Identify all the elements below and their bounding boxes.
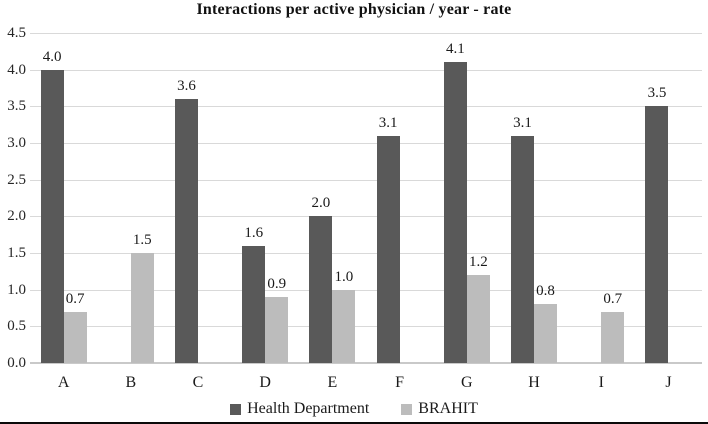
x-tick-label: A: [57, 374, 70, 391]
gridline: [30, 33, 702, 34]
x-tick-label: C: [192, 374, 204, 391]
value-label-brahit: 0.9: [267, 276, 287, 292]
y-axis-labels: 4.5 4.0 3.5 3.0 2.5 2.0 1.5 1.0 0.5 0.0: [0, 0, 26, 422]
legend-label-health-department: Health Department: [247, 400, 370, 417]
bar-brahit: [63, 311, 87, 363]
category-column-d: 1.6 0.9 D: [232, 33, 299, 391]
category-column-j: 3.5 J: [635, 33, 702, 391]
x-tick-label: H: [528, 374, 540, 391]
x-tick-label: E: [327, 374, 338, 391]
gridline: [30, 143, 702, 144]
category-column-g: 4.1 1.2 G: [433, 33, 500, 391]
y-tick-label: 3.5: [7, 98, 26, 115]
legend-item-health-department: Health Department: [230, 400, 369, 418]
value-label-health-department: 3.1: [378, 114, 398, 131]
gridline: [30, 179, 702, 181]
gridline: [30, 216, 702, 218]
y-tick-label: 0.5: [7, 318, 26, 335]
bar-brahit: [265, 297, 289, 363]
legend-swatch-health-department: [230, 403, 242, 415]
bar-brahit: [332, 289, 356, 363]
y-tick-label: 4.5: [7, 25, 26, 41]
y-tick-label: 2.0: [7, 208, 26, 225]
legend-label-brahit: BRAHIT: [418, 400, 478, 417]
y-tick-label: 3.0: [7, 135, 26, 151]
bar-brahit: [130, 253, 154, 363]
legend-item-brahit: BRAHIT: [401, 400, 478, 418]
bar-brahit: [534, 304, 558, 363]
bar-brahit: [466, 275, 490, 363]
x-tick-label: G: [461, 374, 473, 391]
y-tick-label: 0.0: [7, 355, 26, 371]
gridline: [30, 253, 702, 254]
value-label-health-department: 2.0: [311, 195, 331, 212]
bar-health-department: [511, 135, 535, 363]
value-label-health-department: 3.1: [513, 114, 532, 131]
x-tick-label: F: [395, 374, 405, 391]
plot-columns: 4.0 0.7 A 1.5 B 3.6 C 1.6 0.9 D 2.0 1.0 E 3.1 F 4.1 1.2 G…: [30, 33, 702, 391]
category-column-b: 1.5 B: [97, 33, 164, 391]
legend: Health Department BRAHIT: [0, 400, 708, 418]
category-column-f: 3.1 F: [366, 33, 433, 391]
chart-title: Interactions per active physician / year…: [196, 1, 512, 18]
bar-health-department: [40, 69, 64, 363]
y-tick-label: 4.0: [7, 61, 26, 78]
value-label-brahit: 0.8: [536, 283, 555, 300]
bar-health-department: [242, 245, 266, 363]
gridline: [30, 106, 702, 108]
bar-health-department: [443, 62, 467, 363]
value-label-brahit: 1.2: [468, 254, 488, 270]
x-tick-label: J: [665, 374, 672, 391]
gridline: [30, 326, 702, 328]
bar-health-department: [309, 216, 333, 363]
value-label-brahit: 0.7: [603, 290, 623, 307]
x-tick-label: B: [125, 374, 137, 391]
category-column-e: 2.0 1.0 E: [299, 33, 366, 391]
bar-health-department: [645, 106, 669, 363]
value-label-health-department: 1.6: [244, 224, 264, 241]
category-column-h: 3.1 0.8 H: [500, 33, 567, 391]
legend-swatch-brahit: [401, 403, 413, 415]
bar-health-department: [175, 99, 198, 363]
bar-health-department: [376, 135, 400, 363]
value-label-brahit: 1.5: [132, 232, 152, 248]
value-label-health-department: 4.1: [445, 41, 465, 58]
gridline: [30, 69, 702, 71]
value-label-brahit: 0.7: [65, 290, 85, 307]
value-label-health-department: 3.6: [177, 78, 196, 94]
x-axis-line: [30, 362, 702, 364]
gridlines: [30, 33, 702, 364]
y-tick-label: 1.0: [7, 281, 26, 298]
plot-area: 4.0 0.7 A 1.5 B 3.6 C 1.6 0.9 D 2.0 1.0 E 3.1 F 4.1 1.2 G…: [30, 33, 702, 391]
category-column-c: 3.6 C: [164, 33, 231, 391]
gridline: [30, 289, 702, 291]
value-label-health-department: 3.5: [647, 85, 667, 102]
y-tick-label: 2.5: [7, 171, 26, 188]
x-tick-label: I: [598, 374, 604, 391]
value-label-brahit: 1.0: [334, 268, 354, 285]
bar-brahit: [601, 311, 625, 363]
value-label-health-department: 4.0: [42, 48, 62, 65]
category-column-a: 4.0 0.7 A: [30, 33, 97, 391]
category-column-i: 0.7 I: [568, 33, 635, 391]
y-tick-label: 1.5: [7, 245, 26, 261]
x-tick-label: D: [259, 374, 271, 391]
